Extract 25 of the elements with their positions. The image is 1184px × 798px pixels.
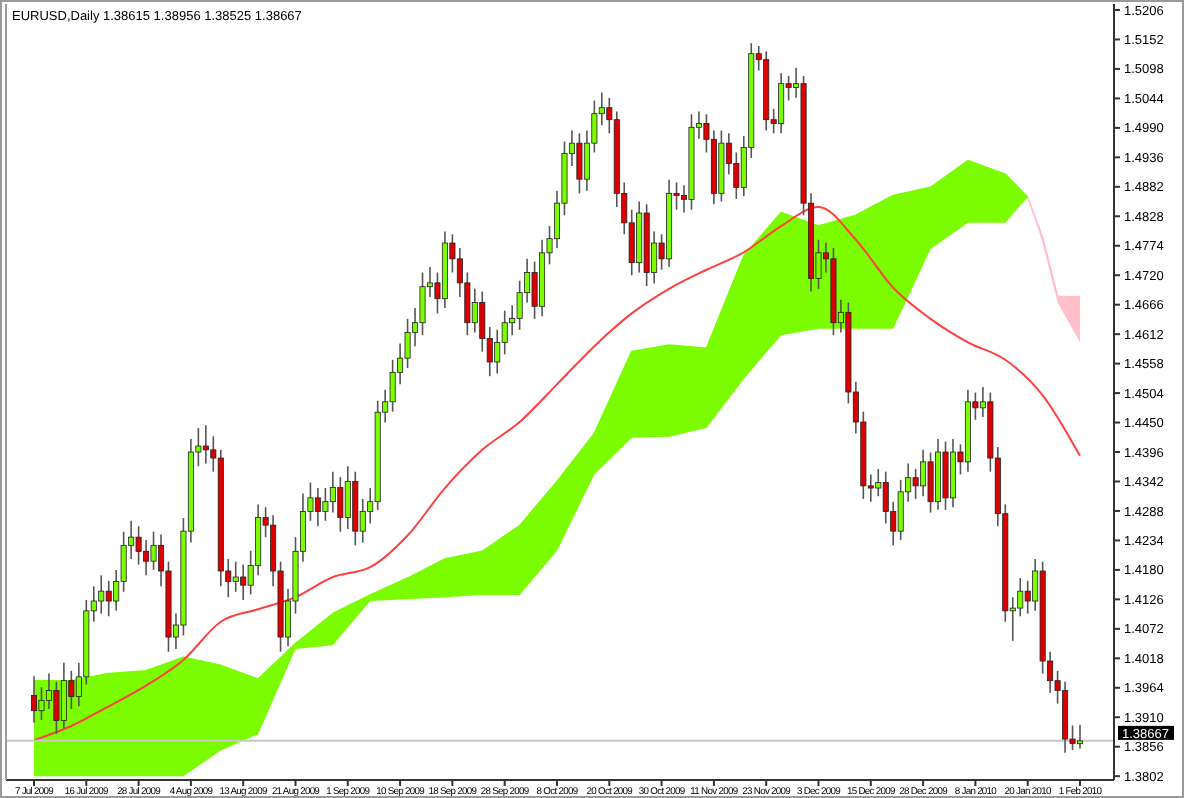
candlestick bbox=[344, 465, 351, 530]
candlestick bbox=[232, 560, 239, 593]
candlestick bbox=[105, 580, 112, 618]
candlestick bbox=[471, 288, 478, 334]
candlestick bbox=[576, 132, 583, 195]
candlestick bbox=[920, 449, 927, 498]
candlestick bbox=[1077, 724, 1083, 750]
candlestick bbox=[202, 424, 209, 465]
candlestick bbox=[240, 563, 247, 601]
candlestick bbox=[53, 680, 60, 735]
candlestick bbox=[531, 260, 538, 320]
candlestick bbox=[949, 438, 956, 508]
candlestick bbox=[778, 72, 785, 135]
candlestick bbox=[329, 470, 336, 514]
candlestick bbox=[143, 539, 150, 577]
candlestick bbox=[314, 487, 321, 528]
candlestick bbox=[31, 675, 37, 724]
candlestick bbox=[98, 574, 105, 615]
candlestick bbox=[927, 451, 934, 514]
candlestick bbox=[912, 468, 919, 500]
candlestick bbox=[942, 440, 949, 511]
candlestick bbox=[337, 476, 344, 533]
candlestick bbox=[494, 328, 501, 375]
line-series bbox=[33, 206, 1081, 742]
candlestick bbox=[150, 530, 157, 571]
